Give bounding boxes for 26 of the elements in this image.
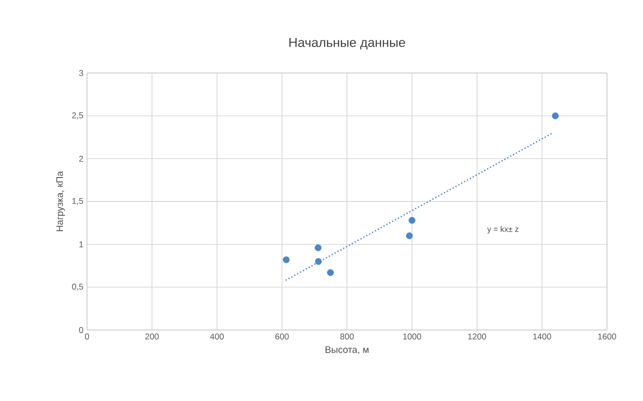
- point: [552, 112, 559, 120]
- x-tick-label: 1600: [598, 334, 616, 340]
- y-tick-label: 1,5: [72, 198, 84, 205]
- y-axis-title: Нагрузка, кПа: [56, 171, 65, 232]
- x-axis-title: Высота, м: [326, 346, 368, 354]
- y-tick-label: 2: [79, 156, 84, 162]
- point: [282, 256, 290, 264]
- point: [327, 269, 334, 276]
- x-tick-label: 1400: [533, 334, 552, 340]
- x-tick-label: 1000: [403, 334, 422, 340]
- point: [315, 258, 322, 265]
- y-tick-label: 0,5: [72, 284, 84, 291]
- x-tick-label: 400: [210, 334, 224, 340]
- point: [408, 216, 416, 224]
- y-tick-label: 1: [79, 241, 84, 248]
- x-tick-label: 200: [145, 334, 159, 340]
- x-tick-label: 0: [84, 334, 90, 340]
- x-tick-label: 600: [275, 334, 289, 340]
- x-tick-label: 800: [340, 334, 354, 340]
- point: [406, 232, 413, 240]
- y-tick-label: 2,5: [72, 112, 84, 120]
- y-tick-label: 3: [79, 70, 84, 76]
- point: [314, 244, 322, 252]
- x-tick-label: 1200: [468, 334, 486, 340]
- y-tick-label: 0: [79, 327, 84, 333]
- chart-title: Начальные данные: [289, 38, 406, 50]
